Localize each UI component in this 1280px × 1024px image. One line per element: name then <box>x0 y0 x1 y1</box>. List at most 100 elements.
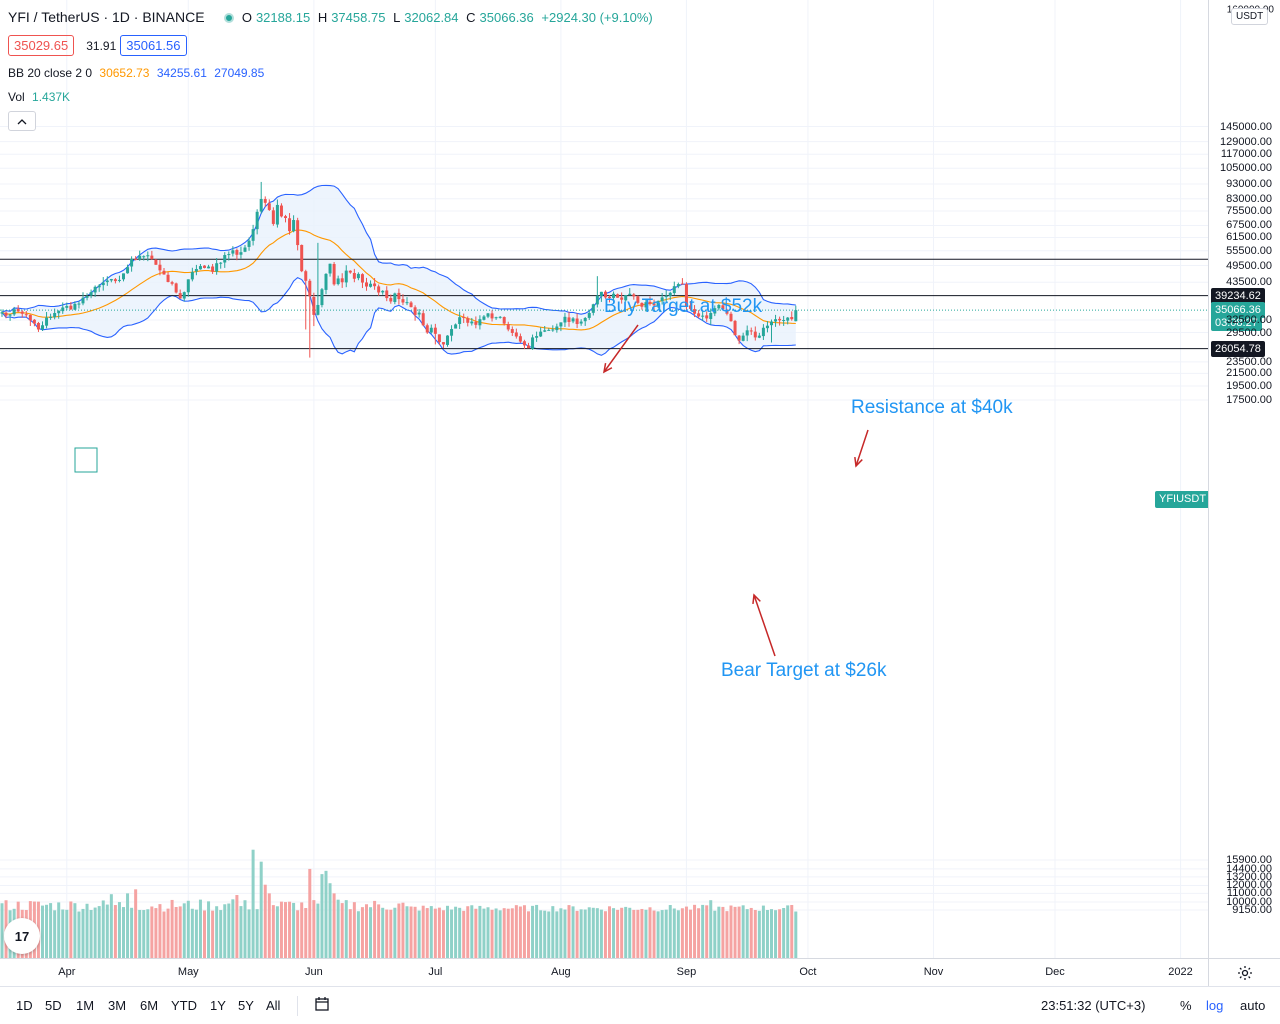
open-value: 32188.15 <box>255 10 311 25</box>
volume-bar <box>385 909 389 958</box>
volume-bar <box>676 910 680 958</box>
timeframe-3m[interactable]: 3M <box>108 998 127 1013</box>
candle-body <box>154 259 158 265</box>
price-axis[interactable]: 160000.00 USDT 145000.00129000.00117000.… <box>1208 0 1280 958</box>
candle-body <box>356 273 360 279</box>
candle-body <box>628 293 632 296</box>
chart-grid <box>0 0 1208 958</box>
candle-body <box>275 204 279 225</box>
currency-button[interactable]: USDT <box>1231 8 1269 25</box>
timeframe-5y[interactable]: 5Y <box>238 998 254 1013</box>
candle-body <box>170 282 174 284</box>
price-label: 55500.00 <box>1226 244 1272 257</box>
price-label: 105000.00 <box>1220 162 1272 175</box>
price-chart[interactable] <box>0 0 1208 958</box>
volume-bar <box>77 911 81 958</box>
time-axis[interactable]: Apr May Jun Jul Aug Sep Oct Nov Dec 2022 <box>0 958 1208 986</box>
volume-bar <box>458 907 462 958</box>
volume-bar <box>275 906 279 958</box>
symbol-title[interactable]: YFI / TetherUS · 1D · BINANCE <box>8 9 205 25</box>
volume-bar <box>774 910 778 958</box>
volume-bar <box>263 884 267 958</box>
annotation-arrows <box>602 324 869 657</box>
resistance-arrow <box>855 429 869 467</box>
volume-bar <box>288 901 292 958</box>
volume-bar <box>320 874 324 958</box>
timeframe-6m[interactable]: 6M <box>140 998 159 1013</box>
buy-target-annotation: Buy Target at $52k <box>604 296 763 317</box>
candle-body <box>401 299 405 303</box>
volume-bar <box>267 893 271 958</box>
buy-button[interactable]: 35061.56 <box>120 35 187 56</box>
candle-body <box>729 313 733 322</box>
candle-body <box>227 254 231 256</box>
candle-body <box>259 199 263 212</box>
volume-bar <box>122 907 125 958</box>
volume-bar <box>478 905 482 958</box>
candle-body <box>186 279 190 293</box>
volume-bar <box>134 889 138 958</box>
volume-bar <box>89 909 93 958</box>
auto-toggle[interactable]: auto <box>1240 998 1266 1013</box>
price-label: 145000.00 <box>1220 120 1272 133</box>
volume-bar <box>709 900 713 958</box>
timeframe-1d[interactable]: 1D <box>16 998 33 1013</box>
sell-button[interactable]: 35029.65 <box>8 35 75 56</box>
volume-bar <box>729 905 733 958</box>
candle-body <box>624 295 628 301</box>
candle-body <box>786 317 790 321</box>
timeframe-all[interactable]: All <box>266 998 281 1013</box>
price-label: 49500.00 <box>1226 259 1272 272</box>
volume-bar <box>219 910 223 958</box>
volume-bar <box>271 905 275 958</box>
volume-legend[interactable]: Vol 1.437K <box>8 90 74 104</box>
volume-bar <box>409 906 413 958</box>
volume-bar <box>356 911 360 958</box>
candle-body <box>113 279 117 282</box>
clock-readout[interactable]: 23:51:32 (UTC+3) <box>1041 998 1146 1013</box>
volume-bar <box>279 901 283 958</box>
candle-body <box>332 264 336 285</box>
candle-body <box>761 327 765 337</box>
gear-icon[interactable] <box>1208 958 1280 986</box>
resistance-annotation: Resistance at $40k <box>851 397 1013 418</box>
chevron-up-icon[interactable] <box>8 111 36 131</box>
timeframe-5d[interactable]: 5D <box>45 998 62 1013</box>
candle-body <box>535 336 539 338</box>
volume-bar <box>243 900 247 958</box>
tradingview-logo[interactable]: 17 <box>4 918 40 954</box>
candle-body <box>778 318 782 321</box>
candle-body <box>575 318 579 325</box>
volume-bar <box>85 903 89 958</box>
volume-bar <box>689 909 692 958</box>
candle-body <box>381 290 385 293</box>
volume-bar <box>652 910 656 958</box>
percent-toggle[interactable]: % <box>1180 998 1192 1013</box>
timeframe-1m[interactable]: 1M <box>76 998 95 1013</box>
log-toggle[interactable]: log <box>1206 998 1224 1013</box>
volume-bar <box>166 908 170 958</box>
volume-bar <box>53 910 57 958</box>
candle-body <box>510 329 514 333</box>
price-tag: 39234.62 <box>1211 287 1265 304</box>
timeframe-1y[interactable]: 1Y <box>210 998 226 1013</box>
highlight-box <box>74 447 98 473</box>
time-label: Sep <box>676 966 697 978</box>
volume-bar <box>672 908 676 958</box>
low-value: 32062.84 <box>404 10 459 25</box>
candle-body <box>316 304 320 315</box>
candle-body <box>599 291 603 297</box>
candle-body <box>255 211 259 230</box>
volume-bar <box>158 904 162 958</box>
volume-bar <box>644 909 648 958</box>
volume-bar <box>255 909 259 958</box>
candle-body <box>117 279 121 281</box>
volume-bar <box>324 870 328 958</box>
candle-body <box>608 296 611 299</box>
volume-bar <box>567 905 571 958</box>
candle-body <box>182 292 186 299</box>
candle-body <box>693 309 697 314</box>
calendar-range-icon[interactable] <box>314 996 332 1015</box>
timeframe-ytd[interactable]: YTD <box>171 998 197 1013</box>
bb-legend[interactable]: BB 20 close 2 0 30652.73 34255.61 27049.… <box>8 66 268 80</box>
